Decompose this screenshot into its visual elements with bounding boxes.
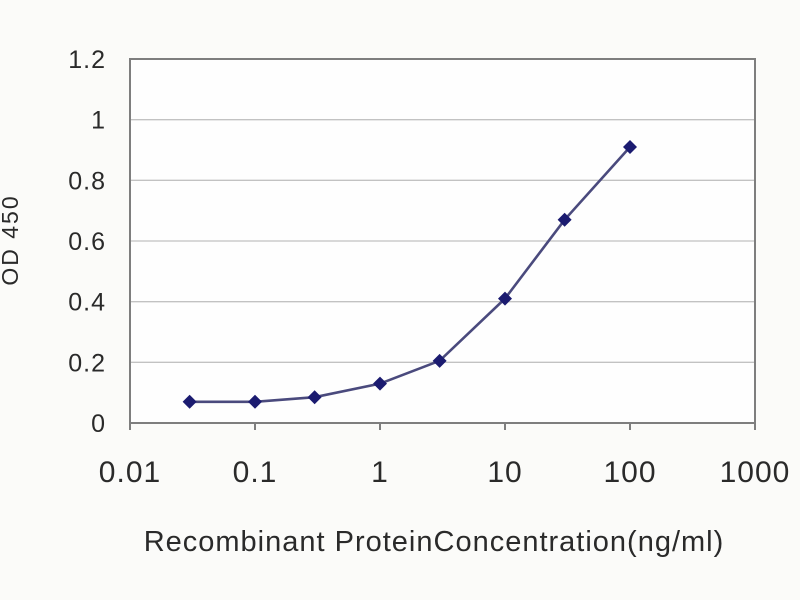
data-point-marker-30 xyxy=(557,212,572,227)
y-tick-label-1: 1 xyxy=(91,107,106,135)
x-tick-label-1: 1 xyxy=(371,456,389,489)
x-axis-title: Recombinant ProteinConcentration(ng/ml) xyxy=(144,526,725,558)
y-tick-label-0.2: 0.2 xyxy=(68,349,106,377)
gridlines xyxy=(130,119,755,363)
y-tick-label-0.8: 0.8 xyxy=(68,167,106,195)
x-tick-label-0.01: 0.01 xyxy=(99,456,161,489)
data-point-marker-0.1 xyxy=(248,394,262,409)
plot-frame xyxy=(129,58,756,424)
y-tick-label-1.2: 1.2 xyxy=(68,46,106,74)
data-point-marker-3 xyxy=(432,353,447,368)
data-series xyxy=(182,139,637,409)
x-tick-label-100: 100 xyxy=(603,456,656,489)
y-tick-label-0.4: 0.4 xyxy=(68,289,106,317)
y-axis-title: OD 450 xyxy=(0,194,23,285)
y-tick-label-0.6: 0.6 xyxy=(68,228,106,256)
series-line xyxy=(189,146,631,404)
x-axis-tick-labels: 0.01 0.1 1 10 100 1000 xyxy=(99,456,791,489)
data-point-marker-10 xyxy=(498,291,512,306)
x-tick-label-1000: 1000 xyxy=(720,456,791,489)
data-point-marker-1 xyxy=(373,376,387,391)
data-point-marker-0.3 xyxy=(307,390,322,405)
y-tick-label-0: 0 xyxy=(91,410,106,438)
x-tick-label-0.1: 0.1 xyxy=(233,456,278,489)
x-tick-label-10: 10 xyxy=(487,456,522,489)
x-axis-ticks xyxy=(129,423,756,430)
data-point-marker-100 xyxy=(623,139,637,154)
y-axis-tick-labels: 0 0.2 0.4 0.6 0.8 1 1.2 xyxy=(68,46,106,438)
data-point-marker-0.03 xyxy=(182,394,197,409)
